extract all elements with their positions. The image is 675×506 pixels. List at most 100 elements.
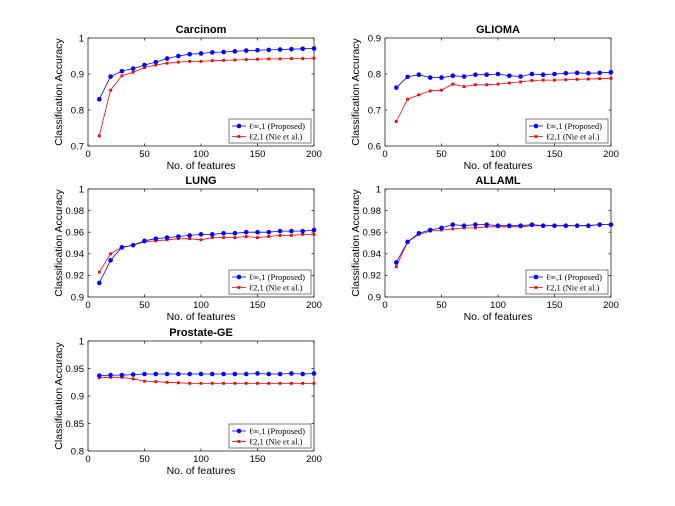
data-point-nie <box>210 59 214 63</box>
chart-title: ALLAML <box>475 175 520 187</box>
data-point-proposed <box>394 260 399 265</box>
y-tick-label: 0.85 <box>66 419 85 430</box>
data-point-nie <box>474 226 477 230</box>
data-point-nie <box>451 227 455 231</box>
legend: ℓ∞,1 (Proposed)ℓ2,1 (Nie et al.) <box>228 423 312 449</box>
data-point-proposed <box>187 51 192 57</box>
data-point-proposed <box>495 223 501 229</box>
data-point-proposed <box>176 234 181 239</box>
data-point-proposed <box>484 222 490 227</box>
data-point-nie <box>485 83 489 87</box>
legend: ℓ∞,1 (Proposed)ℓ2,1 (Nie et al.) <box>525 118 609 144</box>
data-point-proposed <box>164 371 170 377</box>
data-point-proposed <box>552 71 557 77</box>
data-point-nie <box>233 381 237 385</box>
data-point-proposed <box>416 72 422 78</box>
data-point-nie <box>394 265 398 269</box>
data-point-proposed <box>552 223 557 229</box>
x-tick-label: 0 <box>382 149 387 160</box>
data-point-proposed <box>221 230 226 236</box>
data-point-nie <box>222 58 225 62</box>
data-point-proposed <box>563 70 569 76</box>
data-point-nie <box>267 235 271 238</box>
series-line-nie <box>395 77 612 122</box>
data-point-nie <box>131 377 135 381</box>
data-point-nie <box>451 82 455 86</box>
data-point-nie <box>406 97 409 101</box>
data-point-proposed <box>97 96 102 102</box>
data-point-nie <box>165 380 169 384</box>
data-point-proposed <box>597 70 602 76</box>
data-point-nie <box>222 236 225 239</box>
y-tick-label: 0.7 <box>71 141 84 152</box>
data-point-proposed <box>507 223 512 229</box>
data-point-proposed <box>300 371 306 377</box>
data-point-nie <box>143 66 146 69</box>
data-point-nie <box>143 379 146 383</box>
data-point-proposed <box>289 46 294 52</box>
data-point-nie <box>507 81 511 85</box>
data-point-proposed <box>484 72 490 78</box>
y-tick-label: 0.9 <box>71 292 84 303</box>
data-point-proposed <box>427 75 433 80</box>
data-point-proposed <box>266 47 272 53</box>
x-tick-label: 50 <box>436 149 447 160</box>
data-point-proposed <box>255 229 260 235</box>
data-point-proposed <box>108 74 113 79</box>
legend-marker-square <box>237 135 241 138</box>
data-point-proposed <box>529 71 535 77</box>
y-axis-label: Classification Accuracy <box>350 38 362 146</box>
data-point-proposed <box>586 70 591 76</box>
data-point-proposed <box>210 371 215 377</box>
data-point-nie <box>188 60 192 63</box>
y-tick-label: 0.7 <box>368 105 381 116</box>
chart-panel-0: Carcinom 0 50 100 150 200 0.7 0.8 0.9 1 No. of fea… <box>53 24 322 172</box>
y-tick-label: 0.95 <box>66 364 85 375</box>
data-point-nie <box>598 77 602 81</box>
data-point-nie <box>97 270 101 274</box>
data-point-proposed <box>97 373 102 378</box>
data-point-nie <box>199 238 203 242</box>
data-point-proposed <box>439 75 444 80</box>
legend-marker-square <box>237 440 241 443</box>
data-point-proposed <box>164 56 170 61</box>
x-tick-label: 150 <box>547 300 563 311</box>
data-point-proposed <box>176 53 181 59</box>
y-tick-label: 0.9 <box>71 69 84 80</box>
chart-title: GLIOMA <box>476 24 520 36</box>
data-point-nie <box>278 57 282 61</box>
data-point-nie <box>519 80 522 84</box>
data-point-nie <box>120 74 124 78</box>
x-tick-label: 200 <box>306 300 322 311</box>
data-point-proposed <box>586 223 591 229</box>
data-point-proposed <box>266 229 272 235</box>
data-point-nie <box>417 93 421 97</box>
y-tick-label: 0.6 <box>368 141 381 152</box>
data-point-nie <box>154 63 158 67</box>
data-point-nie <box>609 76 613 80</box>
data-point-proposed <box>210 50 215 55</box>
y-axis-label: Classification Accuracy <box>350 189 362 297</box>
y-axis-label: Classification Accuracy <box>53 189 65 297</box>
x-tick-label: 0 <box>382 300 387 311</box>
data-point-proposed <box>164 235 170 240</box>
data-point-proposed <box>450 73 456 79</box>
data-point-nie <box>440 88 443 92</box>
data-point-proposed <box>119 245 125 250</box>
data-point-proposed <box>518 74 523 79</box>
data-point-proposed <box>427 227 433 233</box>
data-point-nie <box>244 58 248 61</box>
x-tick-label: 50 <box>139 300 150 311</box>
chart-title: LUNG <box>185 175 216 187</box>
data-point-nie <box>188 381 192 385</box>
data-point-proposed <box>255 371 260 376</box>
data-point-nie <box>312 381 316 385</box>
data-point-proposed <box>153 371 159 377</box>
data-point-proposed <box>153 59 159 65</box>
data-point-proposed <box>540 223 546 229</box>
legend-marker-square <box>534 286 538 289</box>
data-point-proposed <box>300 46 306 52</box>
data-point-proposed <box>495 71 501 77</box>
y-tick-label: 0.94 <box>66 249 85 260</box>
chart-panel-1: GLIOMA 0 50 100 150 200 0.6 0.7 0.8 0.9 No. of fea… <box>350 24 619 172</box>
